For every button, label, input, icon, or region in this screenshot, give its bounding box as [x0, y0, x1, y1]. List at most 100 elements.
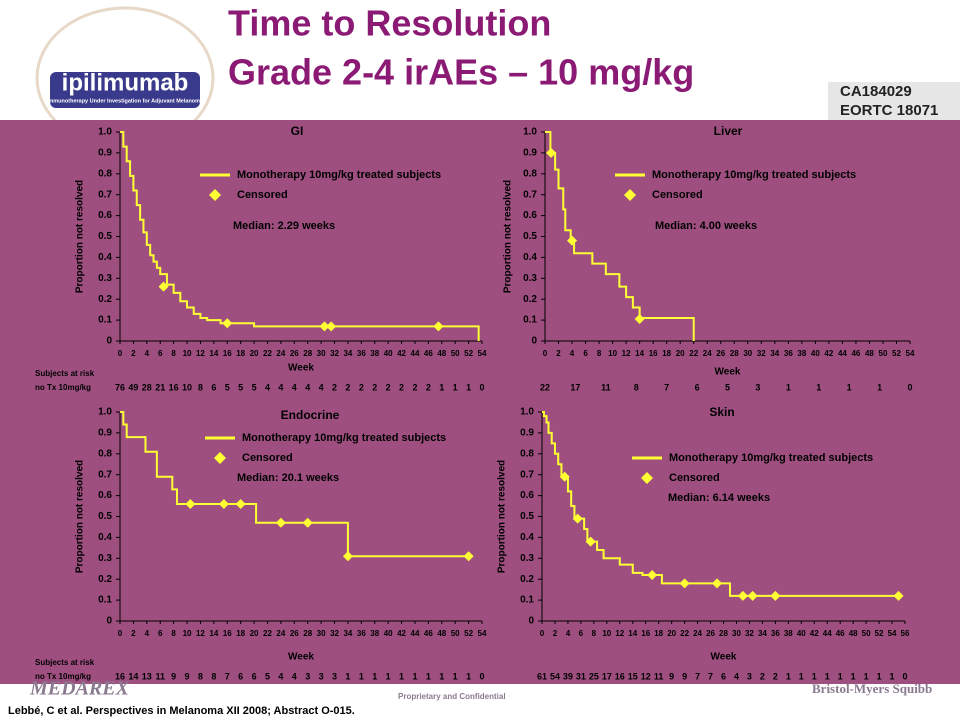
y-tick-label: 0.8 [98, 168, 112, 179]
x-tick-label: 36 [771, 629, 780, 638]
at-risk-count: 15 [628, 671, 638, 681]
x-tick-label: 28 [303, 349, 312, 358]
x-tick-label: 10 [183, 349, 192, 358]
y-tick-label: 0.3 [98, 553, 112, 564]
legend-label: Monotherapy 10mg/kg treated subjects [242, 432, 446, 444]
at-risk-count: 1 [466, 382, 471, 392]
at-risk-count: 1 [825, 671, 830, 681]
x-tick-label: 32 [330, 629, 339, 638]
at-risk-count: 6 [211, 382, 216, 392]
x-tick-label: 0 [543, 349, 548, 358]
x-tick-label: 48 [865, 349, 874, 358]
y-tick-label: 0 [531, 336, 537, 347]
censored-marker [559, 471, 570, 482]
logo-text: ipilimumab [62, 69, 189, 96]
y-tick-label: 0 [106, 336, 112, 347]
x-tick-label: 12 [196, 629, 205, 638]
charts: GI1.00.90.80.70.60.50.40.30.20.100 2 4 6 8 10… [35, 124, 915, 681]
x-tick-label: 42 [810, 629, 819, 638]
x-tick-label: 22 [689, 349, 698, 358]
x-tick-label: 28 [303, 629, 312, 638]
at-risk-count: 13 [142, 671, 152, 681]
x-tick-label: 38 [370, 629, 379, 638]
footer-left: MEDAREX [29, 678, 130, 700]
x-tick-label: 18 [236, 349, 245, 358]
x-tick-label: 52 [892, 349, 901, 358]
y-tick-label: 0.4 [98, 532, 112, 543]
x-tick-label: 10 [608, 349, 617, 358]
at-risk-count: 11 [654, 671, 664, 681]
x-tick-label: 46 [424, 349, 433, 358]
at-risk-count: 11 [155, 671, 165, 681]
at-risk-count: 1 [412, 671, 417, 681]
y-tick-label: 0.4 [98, 252, 112, 263]
at-risk-count: 1 [453, 382, 458, 392]
y-tick-label: 0.8 [520, 448, 534, 459]
x-tick-label: 32 [745, 629, 754, 638]
x-tick-label: 32 [330, 349, 339, 358]
at-risk-count: 8 [211, 671, 216, 681]
censored-marker [712, 578, 723, 589]
footer-center: Proprietary and Confidential [398, 692, 506, 701]
study-id: CA184029 [840, 83, 912, 100]
y-tick-label: 0.1 [523, 315, 537, 326]
at-risk-count: 61 [537, 671, 547, 681]
y-tick-label: 0 [106, 616, 112, 627]
x-tick-label: 10 [602, 629, 611, 638]
x-tick-label: 42 [397, 629, 406, 638]
at-risk-count: 16 [615, 671, 625, 681]
risk-title: Subjects at risk [35, 369, 95, 378]
y-tick-label: 0.9 [98, 148, 112, 159]
x-tick-label: 8 [597, 349, 602, 358]
at-risk-count: 76 [115, 382, 125, 392]
at-risk-count: 3 [747, 671, 752, 681]
x-tick-label: 16 [223, 349, 232, 358]
x-tick-label: 50 [879, 349, 888, 358]
x-tick-label: 4 [570, 349, 575, 358]
y-tick-label: 0.4 [520, 532, 534, 543]
x-tick-label: 38 [784, 629, 793, 638]
at-risk-count: 17 [570, 382, 580, 392]
slide-title: Time to Resolution [228, 3, 551, 44]
at-risk-count: 5 [225, 382, 230, 392]
at-risk-count: 6 [252, 671, 257, 681]
x-tick-label: 30 [732, 629, 741, 638]
at-risk-count: 2 [332, 382, 337, 392]
y-tick-label: 0.3 [520, 553, 534, 564]
y-tick-label: 0.6 [520, 490, 534, 501]
at-risk-count: 1 [372, 671, 377, 681]
x-tick-label: 54 [906, 349, 915, 358]
at-risk-count: 16 [115, 671, 125, 681]
x-tick-label: 22 [263, 629, 272, 638]
citation: Lebbé, C et al. Perspectives in Melanoma… [8, 705, 355, 717]
at-risk-count: 4 [734, 671, 739, 681]
y-tick-label: 1.0 [520, 407, 534, 418]
risk-label: no Tx 10mg/kg [35, 672, 91, 681]
x-tick-label: 16 [641, 629, 650, 638]
y-axis-label: Proportion not resolved [503, 180, 514, 293]
censored-marker [463, 551, 474, 562]
y-tick-label: 0.6 [98, 210, 112, 221]
y-tick-label: 0.2 [523, 294, 537, 305]
y-tick-label: 0.8 [523, 168, 537, 179]
at-risk-count: 1 [439, 671, 444, 681]
slide-subtitle: Grade 2-4 irAEs – 10 mg/kg [228, 52, 694, 93]
y-tick-label: 0.9 [523, 148, 537, 159]
at-risk-count: 9 [682, 671, 687, 681]
at-risk-count: 4 [278, 382, 283, 392]
x-tick-label: 14 [628, 629, 637, 638]
y-tick-label: 0.5 [98, 231, 112, 242]
at-risk-count: 7 [695, 671, 700, 681]
x-tick-label: 24 [276, 349, 285, 358]
at-risk-count: 2 [760, 671, 765, 681]
x-tick-label: 8 [592, 629, 597, 638]
x-axis-label: Week [711, 652, 737, 663]
x-tick-label: 4 [145, 349, 150, 358]
y-tick-label: 0.2 [98, 574, 112, 585]
legend-marker [641, 472, 653, 484]
x-tick-label: 12 [196, 349, 205, 358]
x-tick-label: 14 [209, 629, 218, 638]
x-tick-label: 42 [397, 349, 406, 358]
x-tick-label: 36 [784, 349, 793, 358]
